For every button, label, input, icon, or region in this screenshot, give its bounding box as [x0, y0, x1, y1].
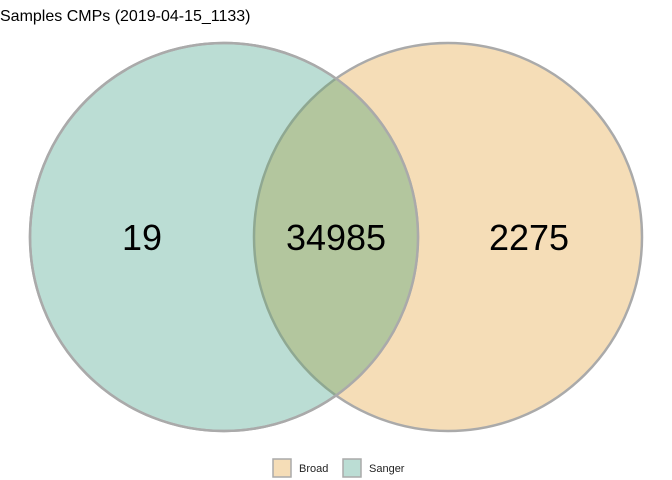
broad-only-count: 2275: [489, 217, 569, 258]
overlap-count: 34985: [286, 217, 386, 258]
legend: Broad Sanger: [272, 458, 405, 478]
sanger-circle-outline: [28, 41, 420, 433]
overlap-region: [254, 43, 418, 431]
legend-label-broad: Broad: [299, 463, 328, 475]
legend-label-sanger: Sanger: [369, 463, 405, 475]
sanger-only-count: 19: [122, 217, 162, 258]
chart-title: Samples CMPs (2019-04-15_1133): [0, 8, 251, 25]
legend-key-sanger: [342, 458, 362, 478]
broad-circle-outline: [252, 43, 418, 431]
legend-key-broad: [272, 458, 292, 478]
